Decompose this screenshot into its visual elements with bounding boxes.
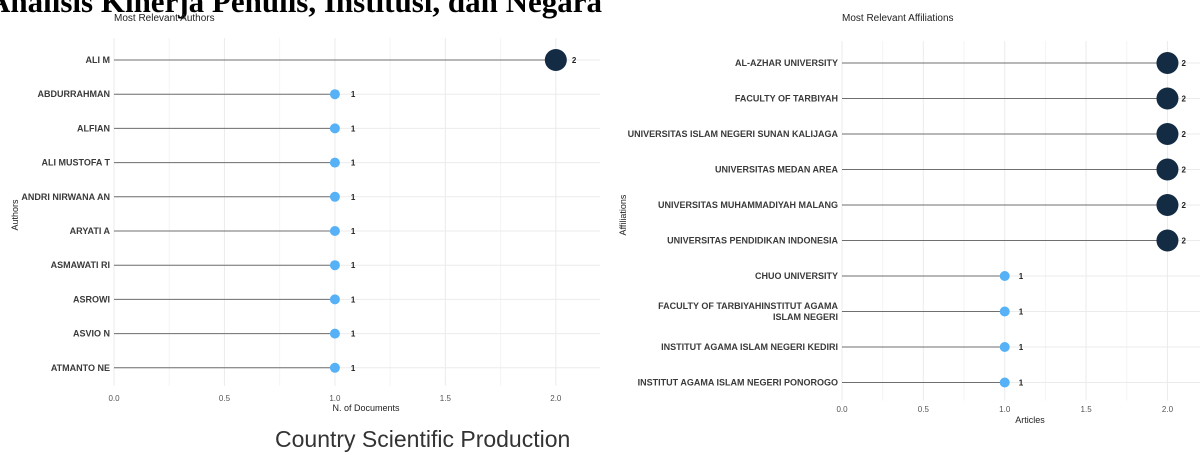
x-tick-label: 0.5 <box>219 394 231 403</box>
value-label: 2 <box>1181 237 1186 246</box>
value-label: 2 <box>1181 201 1186 210</box>
value-label: 1 <box>351 295 356 304</box>
x-tick-label: 0.0 <box>836 405 848 414</box>
lollipop-point <box>329 89 340 100</box>
y-axis-title: Authors <box>10 199 20 231</box>
value-label: 2 <box>572 56 577 65</box>
x-axis-title: N. of Documents <box>332 403 400 413</box>
value-label: 1 <box>1019 272 1024 281</box>
lollipop-point <box>1156 158 1179 181</box>
lollipop-point <box>999 342 1010 352</box>
x-tick-label: 1.5 <box>1081 405 1093 414</box>
category-label: UNIVERSITAS PENDIDIKAN INDONESIA <box>667 236 838 246</box>
category-label: ASROWI <box>73 294 110 304</box>
category-label: FACULTY OF TARBIYAH <box>735 94 838 104</box>
category-label: ASVIO N <box>73 329 110 339</box>
lollipop-point <box>999 271 1010 281</box>
x-tick-label: 1.0 <box>329 394 341 403</box>
x-axis-title: Articles <box>1015 415 1045 425</box>
value-label: 1 <box>351 90 356 99</box>
value-label: 1 <box>1019 343 1024 352</box>
value-label: 1 <box>351 364 356 373</box>
value-label: 1 <box>351 261 356 270</box>
lollipop-point <box>1156 194 1179 216</box>
category-label: ALI M <box>86 55 111 65</box>
value-label: 1 <box>351 124 356 133</box>
category-label: ASMAWATI RI <box>51 260 110 270</box>
category-label: INSTITUT AGAMA ISLAM NEGERI PONOROGO <box>638 378 838 388</box>
value-label: 1 <box>1019 308 1024 317</box>
lollipop-point <box>329 226 340 236</box>
category-label: ANDRI NIRWANA AN <box>21 192 110 202</box>
lollipop-point <box>544 49 567 71</box>
value-label: 2 <box>1181 166 1186 175</box>
lollipop-point <box>329 157 340 168</box>
lollipop-point <box>1156 87 1179 110</box>
x-tick-label: 0.0 <box>108 394 120 403</box>
category-label: INSTITUT AGAMA ISLAM NEGERI KEDIRI <box>661 342 838 352</box>
chart-title: Most Relevant Affiliations <box>842 13 954 24</box>
category-label: CHUO UNIVERSITY <box>755 271 838 281</box>
category-label: FACULTY OF TARBIYAHINSTITUT AGAMA ISLAM N… <box>658 301 838 322</box>
x-tick-label: 2.0 <box>1162 405 1174 414</box>
category-label: UNIVERSITAS MUHAMMADIYAH MALANG <box>658 200 838 210</box>
category-label: ALFIAN <box>77 123 110 133</box>
value-label: 1 <box>351 193 356 202</box>
chart-title: Most Relevant Authors <box>114 13 215 24</box>
value-label: 2 <box>1181 95 1186 104</box>
value-label: 2 <box>1181 130 1186 139</box>
y-axis-title: Affiliations <box>618 194 628 235</box>
category-label: ATMANTO NE <box>51 363 110 373</box>
lollipop-point <box>999 377 1010 388</box>
value-label: 1 <box>351 227 356 236</box>
lollipop-point <box>329 294 340 305</box>
lollipop-point <box>1156 229 1179 252</box>
lollipop-point <box>999 306 1010 317</box>
x-tick-label: 1.5 <box>440 394 452 403</box>
page-heading: Analisis Kinerja Penulis, Institusi, dan… <box>0 0 603 19</box>
category-label: ALI MUSTOFA T <box>42 158 111 168</box>
lollipop-point <box>329 362 340 373</box>
x-tick-label: 1.0 <box>999 405 1011 414</box>
lollipop-point <box>329 260 340 271</box>
value-label: 1 <box>351 330 356 339</box>
x-tick-label: 0.5 <box>918 405 930 414</box>
category-label: AL-AZHAR UNIVERSITY <box>735 58 838 68</box>
lollipop-point <box>1156 52 1179 74</box>
category-label: ARYATI A <box>70 226 111 236</box>
lollipop-point <box>329 191 340 202</box>
value-label: 1 <box>351 159 356 168</box>
lollipop-point <box>329 123 340 134</box>
affiliations-chart: Most Relevant Affiliations Articles Affili… <box>618 13 1200 425</box>
value-label: 2 <box>1181 59 1186 68</box>
category-label: UNIVERSITAS ISLAM NEGERI SUNAN KALIJAGA <box>628 129 839 139</box>
country-production-title: Country Scientific Production <box>275 426 571 452</box>
category-label: ABDURRAHMAN <box>38 89 111 99</box>
authors-chart: Most Relevant Authors N. of Documents Auth… <box>10 13 600 413</box>
lollipop-point <box>329 328 340 339</box>
x-tick-label: 2.0 <box>550 394 562 403</box>
category-label: UNIVERSITAS MEDAN AREA <box>715 165 839 175</box>
lollipop-point <box>1156 123 1179 145</box>
value-label: 1 <box>1019 379 1024 388</box>
